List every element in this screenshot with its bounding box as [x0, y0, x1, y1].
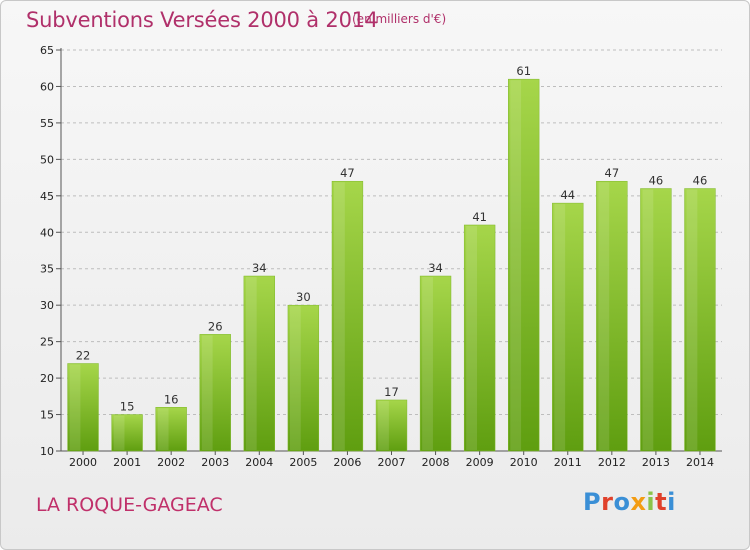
- y-tick-label: 60: [40, 80, 54, 93]
- bar-value-label: 16: [164, 392, 179, 406]
- x-tick-label: 2013: [642, 456, 670, 469]
- x-tick-label: 2008: [422, 456, 450, 469]
- logo-letter: i: [667, 488, 676, 516]
- bar-highlight: [289, 306, 301, 450]
- x-tick-label: 2012: [598, 456, 626, 469]
- bar: [243, 275, 275, 452]
- chart-title: Subventions Versées 2000 à 2014: [26, 8, 379, 32]
- bar-value-label: 41: [472, 210, 487, 224]
- bar: [596, 180, 628, 452]
- bar-highlight: [113, 415, 125, 450]
- logo-letter: x: [630, 488, 647, 516]
- bar-value-label: 15: [120, 400, 135, 414]
- chart-unit: (en milliers d'€): [352, 12, 447, 26]
- y-tick-label: 35: [40, 263, 54, 276]
- bar-highlight: [201, 335, 213, 450]
- x-tick-label: 2009: [466, 456, 494, 469]
- bar-highlight: [466, 225, 478, 450]
- bar: [508, 78, 540, 452]
- bar-highlight: [686, 189, 698, 450]
- y-tick-label: 20: [40, 372, 54, 385]
- bars: [67, 78, 716, 452]
- x-tick-label: 2014: [686, 456, 714, 469]
- bar-value-label: 17: [384, 385, 399, 399]
- bar-value-label: 22: [76, 349, 91, 363]
- bar: [684, 188, 716, 452]
- logo-letter: P: [583, 488, 602, 516]
- logo-letter: i: [646, 488, 656, 516]
- bar: [375, 399, 408, 452]
- bar: [67, 363, 99, 452]
- x-tick-label: 2003: [201, 456, 229, 469]
- y-tick-label: 30: [40, 299, 54, 312]
- proxiti-logo[interactable]: Proxiti: [583, 488, 676, 516]
- y-tick-label: 45: [40, 190, 54, 203]
- x-tick-label: 2010: [510, 456, 538, 469]
- y-tick-label: 10: [40, 445, 54, 458]
- bar: [419, 275, 452, 452]
- logo-letter: r: [601, 488, 614, 516]
- x-tick-label: 2001: [113, 456, 141, 469]
- bar-value-label: 34: [428, 261, 443, 275]
- bar: [552, 202, 584, 452]
- bar: [331, 180, 364, 452]
- bar-highlight: [642, 189, 654, 450]
- bar-highlight: [334, 182, 345, 450]
- logo-letter: o: [613, 488, 631, 516]
- bar: [640, 188, 672, 452]
- bar: [287, 304, 320, 452]
- bar-value-label: 46: [693, 174, 708, 188]
- bar: [155, 407, 187, 452]
- commune-name: LA ROQUE-GAGEAC: [36, 494, 223, 516]
- bar-value-label: 34: [252, 261, 267, 275]
- bar: [199, 334, 231, 452]
- x-tick-label: 2005: [289, 456, 317, 469]
- logo-letter: t: [655, 488, 668, 516]
- y-tick-label: 25: [40, 336, 54, 349]
- bar-highlight: [422, 277, 433, 450]
- bar-value-label: 47: [340, 166, 355, 180]
- bar-value-label: 61: [516, 64, 531, 78]
- bar-highlight: [554, 204, 566, 450]
- value-labels: 22 15 16 26 34 30 47 17 34 41 61 44 47 46 46: [76, 64, 708, 413]
- bar: [463, 224, 496, 452]
- bar: [111, 414, 143, 452]
- bar-highlight: [378, 400, 389, 450]
- bar-value-label: 46: [649, 174, 664, 188]
- bar-highlight: [157, 408, 169, 450]
- y-tick-label: 40: [40, 226, 54, 239]
- x-tick-label: 2000: [69, 456, 97, 469]
- x-tick-label: 2007: [378, 456, 406, 469]
- bar-highlight: [510, 80, 522, 450]
- x-tick-label: 2004: [245, 456, 273, 469]
- y-tick-label: 15: [40, 409, 54, 422]
- y-tick-label: 65: [40, 44, 54, 57]
- x-tick-label: 2002: [157, 456, 185, 469]
- bar-value-label: 26: [208, 319, 223, 333]
- bar-value-label: 47: [605, 166, 620, 180]
- y-tick-label: 55: [40, 117, 54, 130]
- bar-value-label: 44: [560, 188, 575, 202]
- bar-highlight: [245, 277, 257, 450]
- x-tick-label: 2011: [554, 456, 582, 469]
- bar-highlight: [598, 182, 610, 450]
- x-tick-label: 2006: [333, 456, 361, 469]
- bar-value-label: 30: [296, 290, 311, 304]
- bar-highlight: [69, 364, 81, 450]
- y-tick-label: 50: [40, 153, 54, 166]
